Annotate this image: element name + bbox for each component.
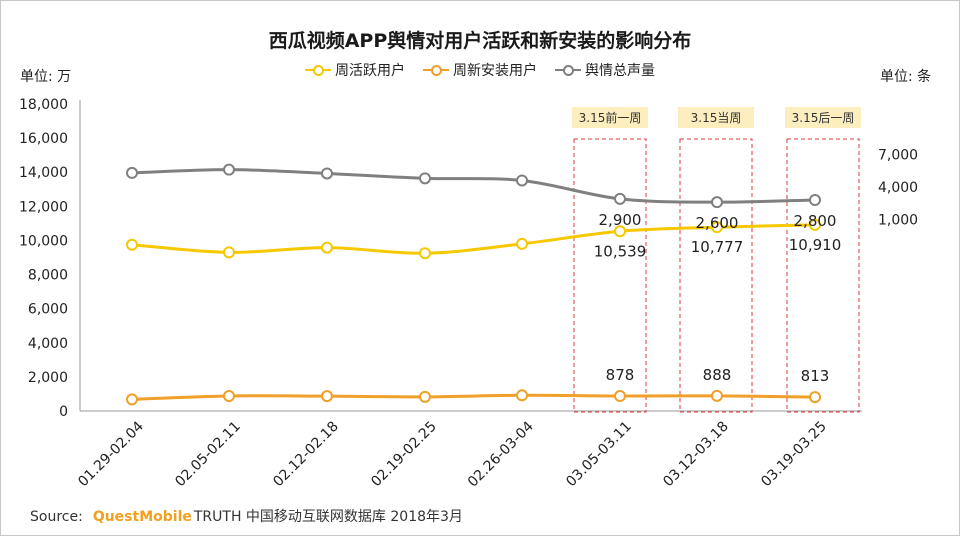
legend-swatch-sentiment-volume bbox=[555, 63, 581, 77]
data-label: 878 bbox=[606, 366, 635, 384]
series-new-installs-point bbox=[614, 390, 626, 403]
y-tick-label-left: 0 bbox=[59, 404, 68, 420]
callout-bg bbox=[572, 107, 648, 128]
source-note: Source: QuestMobile TRUTH 中国移动互联网数据库 2018年… bbox=[30, 506, 463, 526]
y-tick-label-left: 14,000 bbox=[19, 165, 68, 181]
series-sentiment-volume-point bbox=[809, 193, 821, 206]
series-sentiment-volume-point bbox=[711, 196, 723, 209]
x-tick-label: 03.19-03.25 bbox=[758, 419, 830, 491]
series-new-installs-point bbox=[516, 389, 528, 402]
highlight-box bbox=[573, 138, 647, 413]
y-tick-label-left: 18,000 bbox=[19, 97, 68, 113]
callout-text: 3.15前一周 bbox=[579, 110, 642, 125]
y-tick-label-left: 6,000 bbox=[28, 302, 68, 318]
legend-item-active-users: 周活跃用户 bbox=[305, 60, 405, 80]
legend: 周活跃用户 周新安装用户 舆情总声量 bbox=[0, 60, 960, 80]
series-sentiment-volume-point bbox=[321, 167, 333, 180]
series-new-installs-line bbox=[131, 393, 816, 401]
callout-bg bbox=[785, 107, 861, 128]
data-label: 10,539 bbox=[594, 242, 647, 260]
x-tick-label: 03.12-03.18 bbox=[660, 419, 732, 491]
x-tick-label: 02.05-02.11 bbox=[172, 419, 244, 491]
legend-label-new-installs: 周新安装用户 bbox=[453, 63, 537, 79]
source-prefix: Source: bbox=[30, 509, 83, 525]
series-sentiment-volume-point bbox=[614, 192, 626, 205]
y-tick-label-left: 10,000 bbox=[19, 233, 68, 249]
y-tick-label-left: 12,000 bbox=[19, 199, 68, 215]
data-label: 10,777 bbox=[691, 238, 744, 256]
legend-item-sentiment-volume: 舆情总声量 bbox=[555, 60, 655, 80]
series-active-users-line bbox=[131, 223, 816, 255]
y-tick-label-right: 4,000 bbox=[878, 180, 918, 196]
series-active-users-point bbox=[223, 246, 235, 259]
series-active-users-point bbox=[711, 221, 723, 234]
series-sentiment-volume-line bbox=[131, 168, 816, 204]
callout-label: 3.15前一周 bbox=[572, 107, 648, 128]
legend-label-sentiment-volume: 舆情总声量 bbox=[585, 63, 655, 79]
y-tick-label-left: 16,000 bbox=[19, 131, 68, 147]
series-new-installs-point bbox=[711, 389, 723, 402]
source-text: TRUTH 中国移动互联网数据库 2018年3月 bbox=[193, 509, 463, 525]
series-new-installs-point bbox=[809, 391, 821, 404]
callout-text: 3.15后一周 bbox=[792, 111, 855, 125]
series-active-users-point bbox=[321, 241, 333, 254]
y-tick-label-left: 4,000 bbox=[28, 336, 68, 352]
callout-bg bbox=[678, 107, 754, 128]
series-sentiment-volume-point bbox=[516, 174, 528, 187]
series-new-installs-point bbox=[223, 389, 235, 402]
series-new-installs-point bbox=[321, 390, 333, 403]
series-active-users-point bbox=[419, 247, 431, 260]
series-active-users-point bbox=[809, 218, 821, 231]
x-tick-label: 01.29-02.04 bbox=[75, 418, 147, 490]
x-tick-label: 02.19-02.25 bbox=[368, 419, 440, 491]
y-tick-label-right: 7,000 bbox=[878, 147, 918, 163]
series-active-users-point bbox=[126, 238, 138, 251]
series-active-users-point bbox=[614, 225, 626, 238]
legend-swatch-active-users bbox=[305, 63, 331, 77]
source-brand: QuestMobile bbox=[92, 509, 192, 525]
x-tick-label: 02.26-03-04 bbox=[465, 418, 537, 490]
series-sentiment-volume-point bbox=[223, 163, 235, 176]
left-axis-unit: 单位: 万 bbox=[20, 69, 72, 85]
series-sentiment-volume-point bbox=[419, 172, 431, 185]
legend-label-active-users: 周活跃用户 bbox=[335, 63, 405, 79]
legend-item-new-installs: 周新安装用户 bbox=[423, 60, 537, 80]
series-sentiment-volume-point bbox=[126, 166, 138, 179]
right-axis-unit: 单位: 条 bbox=[880, 69, 932, 85]
series-active-users-point bbox=[516, 237, 528, 250]
series-new-installs-point bbox=[126, 393, 138, 406]
callout-label: 3.15当周 bbox=[678, 107, 754, 128]
highlight-box bbox=[786, 138, 860, 413]
callout-label: 3.15后一周 bbox=[785, 107, 861, 128]
legend-swatch-new-installs bbox=[423, 63, 449, 77]
y-tick-label-left: 8,000 bbox=[28, 268, 68, 284]
highlight-box bbox=[679, 138, 753, 413]
data-label: 2,600 bbox=[696, 214, 739, 232]
data-label: 2,800 bbox=[794, 212, 837, 230]
x-tick-label: 03.05-03.11 bbox=[563, 419, 635, 491]
series-new-installs-point bbox=[419, 390, 431, 403]
data-label: 10,910 bbox=[789, 236, 842, 254]
data-label: 2,900 bbox=[599, 211, 642, 229]
y-tick-label-left: 2,000 bbox=[28, 370, 68, 386]
data-label: 888 bbox=[703, 366, 732, 384]
callout-text: 3.15当周 bbox=[691, 111, 742, 125]
y-tick-label-right: 1,000 bbox=[878, 212, 918, 228]
chart-title: 西瓜视频APP舆情对用户活跃和新安装的影响分布 bbox=[268, 30, 692, 52]
data-label: 813 bbox=[801, 367, 830, 385]
x-tick-label: 02.12-02.18 bbox=[270, 419, 342, 491]
